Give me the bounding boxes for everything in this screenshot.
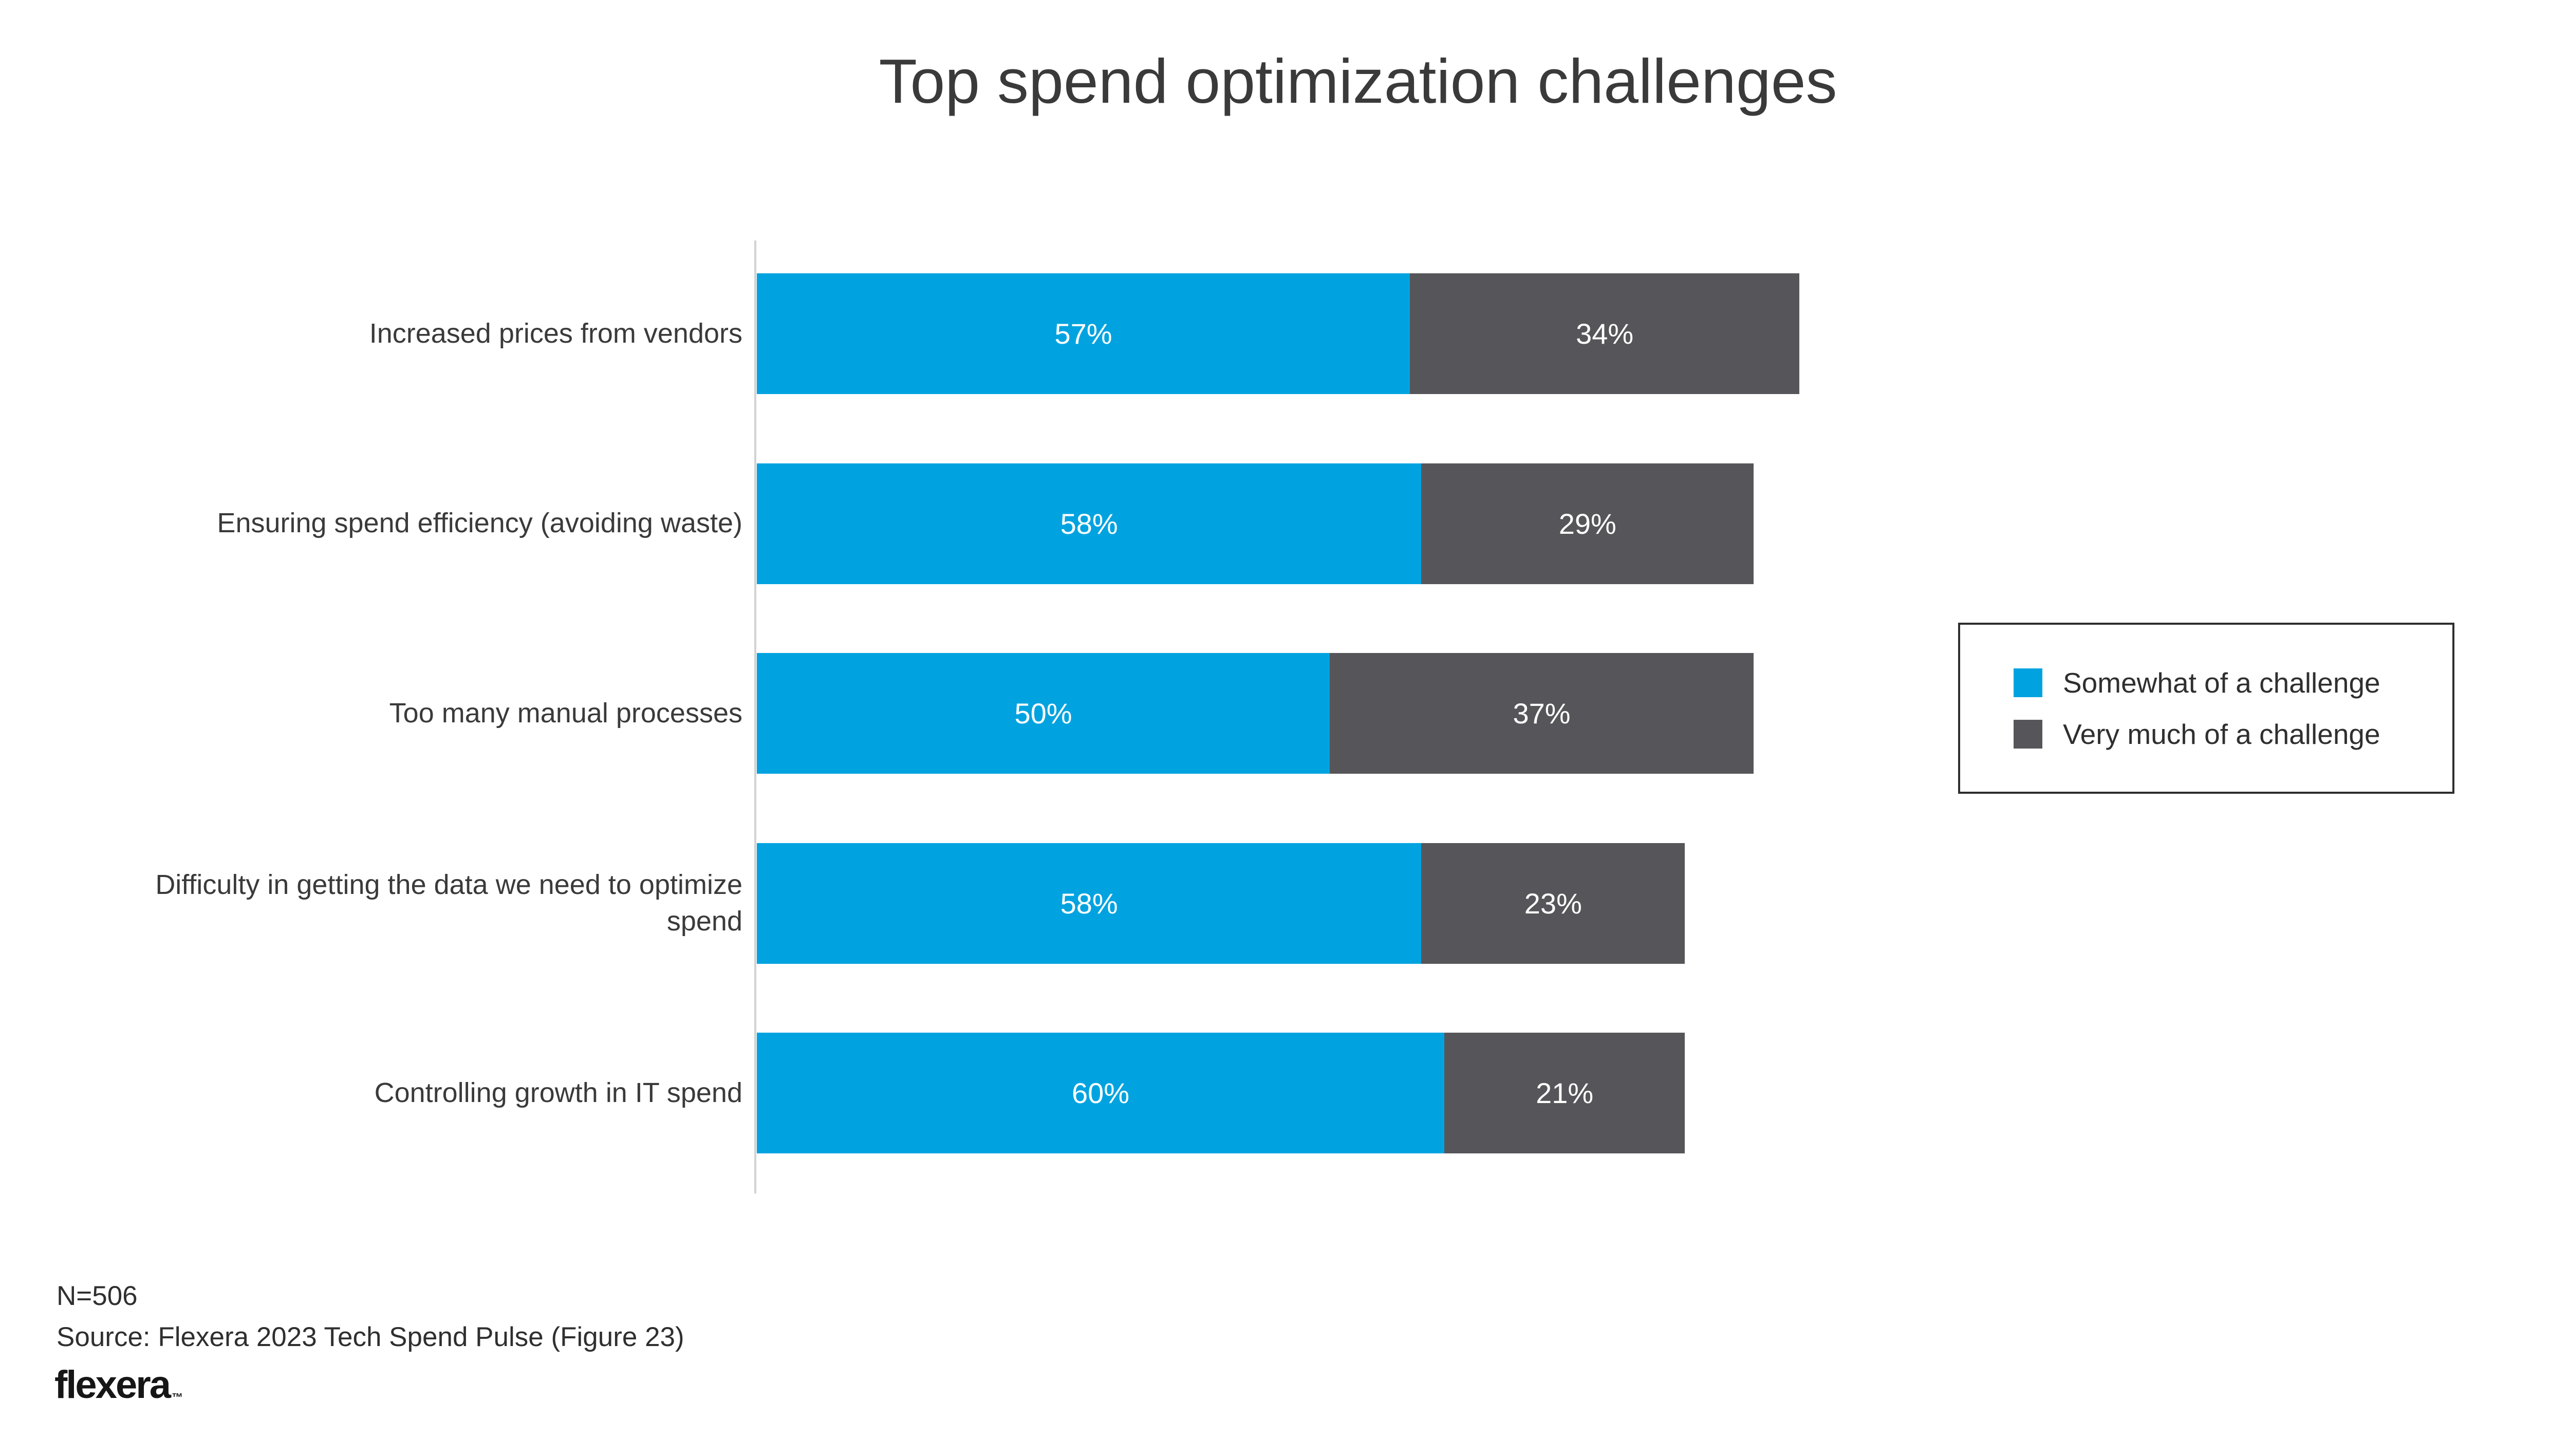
bar-segment-somewhat: 58% bbox=[757, 463, 1422, 584]
legend-swatch-icon bbox=[2014, 668, 2042, 697]
bar-segment-somewhat: 58% bbox=[757, 843, 1422, 964]
y-axis-line bbox=[754, 240, 756, 1193]
legend-label: Very much of a challenge bbox=[2063, 718, 2380, 750]
bar-value-label: 57% bbox=[1054, 318, 1112, 350]
bar-segment-very: 21% bbox=[1444, 1033, 1685, 1154]
bar-value-label: 23% bbox=[1524, 887, 1582, 920]
trademark-mark: ™ bbox=[172, 1391, 183, 1404]
legend-item: Very much of a challenge bbox=[2014, 718, 2452, 751]
category-label: Too many manual processes bbox=[389, 698, 742, 729]
legend-item: Somewhat of a challenge bbox=[2014, 666, 2452, 699]
bar-value-label: 29% bbox=[1558, 507, 1616, 540]
source-note: Source: Flexera 2023 Tech Spend Pulse (F… bbox=[57, 1322, 684, 1352]
legend-swatch-icon bbox=[2014, 719, 2042, 749]
category-label: Controlling growth in IT spend bbox=[374, 1077, 742, 1109]
bar-segment-somewhat: 57% bbox=[757, 273, 1410, 394]
bar-segment-somewhat: 50% bbox=[757, 653, 1330, 774]
legend: Somewhat of a challenge Very much of a ch… bbox=[1958, 623, 2454, 794]
category-label: Ensuring spend efficiency (avoiding wast… bbox=[217, 508, 742, 539]
legend-label: Somewhat of a challenge bbox=[2063, 666, 2380, 699]
category-label: Increased prices from vendors bbox=[369, 318, 742, 349]
bar-value-label: 58% bbox=[1060, 507, 1118, 540]
bar-value-label: 58% bbox=[1060, 887, 1118, 920]
sample-size: N=506 bbox=[57, 1281, 138, 1311]
flexera-logo: flexera ™ bbox=[54, 1362, 183, 1407]
bar-value-label: 37% bbox=[1513, 697, 1571, 730]
bar-value-label: 60% bbox=[1071, 1077, 1130, 1110]
bar-segment-somewhat: 60% bbox=[757, 1033, 1444, 1154]
category-label: Difficulty in getting the data we need t… bbox=[155, 869, 742, 937]
bar-value-label: 21% bbox=[1536, 1077, 1594, 1110]
bar-segment-very: 29% bbox=[1421, 463, 1754, 584]
bar-segment-very: 37% bbox=[1330, 653, 1754, 774]
chart-title: Top spend optimization challenges bbox=[879, 46, 1837, 116]
flexera-logo-text: flexera bbox=[54, 1363, 171, 1407]
bar-segment-very: 23% bbox=[1421, 843, 1685, 964]
bar-segment-very: 34% bbox=[1410, 273, 1800, 394]
bar-value-label: 50% bbox=[1014, 697, 1072, 730]
bar-value-label: 34% bbox=[1576, 318, 1634, 350]
